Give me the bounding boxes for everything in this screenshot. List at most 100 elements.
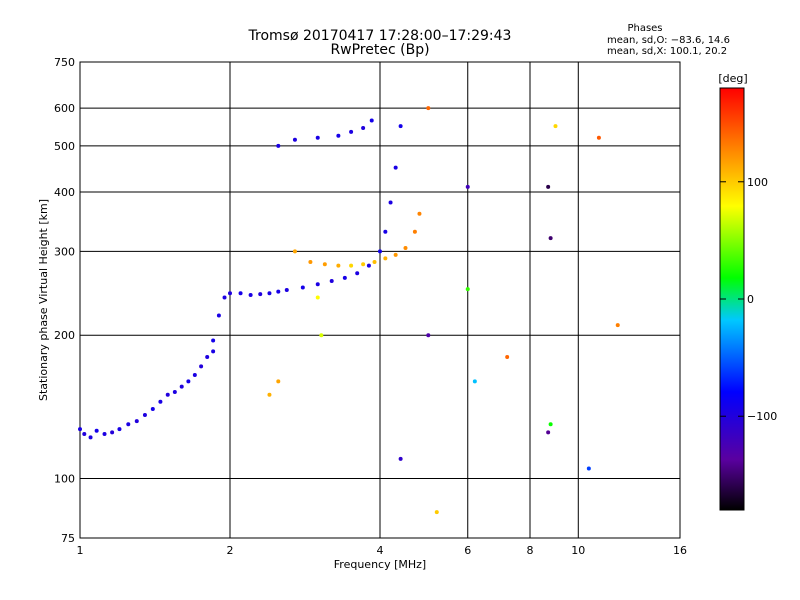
data-point xyxy=(505,355,510,360)
data-point xyxy=(329,279,334,284)
data-point xyxy=(300,285,305,290)
data-point xyxy=(179,384,184,389)
data-point xyxy=(216,313,221,318)
data-point xyxy=(315,295,320,300)
x-tick-label: 4 xyxy=(377,544,384,557)
data-point xyxy=(366,263,371,268)
data-point xyxy=(383,256,388,261)
data-point xyxy=(205,355,210,360)
data-point xyxy=(238,291,243,296)
data-point xyxy=(388,200,393,205)
data-point xyxy=(546,430,551,435)
data-point xyxy=(349,263,354,268)
data-point xyxy=(102,432,107,437)
data-point xyxy=(393,165,398,170)
data-point xyxy=(319,333,324,338)
chart-title: Tromsø 20170417 17:28:00–17:29:43 xyxy=(248,28,512,44)
data-point xyxy=(426,333,431,338)
y-tick-label: 400 xyxy=(54,186,75,199)
data-point xyxy=(150,406,155,411)
data-point xyxy=(276,143,281,148)
data-point xyxy=(378,249,382,254)
y-tick-label: 75 xyxy=(61,532,75,545)
data-point xyxy=(110,430,115,435)
y-tick-label: 500 xyxy=(54,140,75,153)
data-point xyxy=(82,432,87,437)
data-point xyxy=(308,260,313,265)
data-point xyxy=(336,133,341,138)
data-point xyxy=(315,282,320,287)
data-point xyxy=(342,275,347,280)
data-point xyxy=(172,389,177,394)
data-point xyxy=(315,135,320,140)
data-point xyxy=(403,246,408,251)
x-tick-label: 10 xyxy=(571,544,585,557)
x-tick-label: 6 xyxy=(464,544,471,557)
data-point xyxy=(134,419,139,424)
data-point xyxy=(211,349,216,354)
x-axis-label: Frequency [MHz] xyxy=(334,558,426,571)
data-point xyxy=(548,236,553,241)
colorbar-tick-label: 100 xyxy=(747,176,768,189)
x-tick-label: 8 xyxy=(527,544,534,557)
data-point xyxy=(248,292,253,297)
y-tick-label: 600 xyxy=(54,102,75,115)
y-tick-label: 100 xyxy=(54,473,75,486)
data-point xyxy=(117,427,122,432)
data-point xyxy=(426,106,431,111)
data-point xyxy=(276,289,281,294)
data-point xyxy=(553,124,558,129)
data-point xyxy=(199,364,204,369)
data-point xyxy=(465,287,470,292)
data-point xyxy=(322,262,327,267)
y-tick-label: 750 xyxy=(54,56,75,69)
colorbar-tick-label: 0 xyxy=(747,293,754,306)
x-tick-label: 16 xyxy=(673,544,687,557)
data-point xyxy=(615,323,620,328)
data-point xyxy=(126,422,131,427)
data-point xyxy=(336,263,341,268)
y-axis-label: Stationary phase Virtual Height [km] xyxy=(37,199,50,401)
data-point xyxy=(158,399,163,404)
colorbar-ticks: 100 0 −100 xyxy=(720,176,777,423)
data-point xyxy=(88,435,93,440)
data-point xyxy=(355,271,360,276)
axis-ticks: 1 2 4 6 8 10 16 75 100 200 300 400 500 600 750 xyxy=(54,56,687,557)
data-point xyxy=(142,412,147,417)
data-point xyxy=(369,118,374,123)
data-point xyxy=(398,124,403,129)
data-point xyxy=(472,379,477,384)
data-point xyxy=(211,338,216,343)
data-point xyxy=(393,252,398,257)
y-tick-label: 200 xyxy=(54,329,75,342)
data-point xyxy=(186,379,191,384)
data-point xyxy=(192,373,197,378)
data-point xyxy=(361,126,366,131)
x-tick-label: 2 xyxy=(227,544,234,557)
data-point xyxy=(398,456,403,461)
x-tick-label: 1 xyxy=(77,544,84,557)
data-point xyxy=(94,428,99,433)
data-point xyxy=(361,262,366,267)
data-point xyxy=(292,137,297,142)
data-point xyxy=(228,291,232,296)
stats-o-mode: mean, sd,O: −83.6, 14.6 xyxy=(607,35,730,46)
data-point xyxy=(372,260,377,265)
stats-x-mode: mean, sd,X: 100.1, 20.2 xyxy=(607,46,727,57)
colorbar-label: [deg] xyxy=(718,72,747,85)
data-point xyxy=(267,392,272,397)
data-point xyxy=(258,292,263,297)
chart-subtitle: RwPretec (Bp) xyxy=(330,42,429,58)
data-point xyxy=(78,427,82,432)
data-point xyxy=(546,184,551,189)
data-point xyxy=(586,466,591,471)
data-points xyxy=(78,106,620,515)
data-point xyxy=(222,295,227,300)
colorbar-tick-label: −100 xyxy=(747,410,777,423)
y-tick-label: 300 xyxy=(54,245,75,258)
data-point xyxy=(383,229,388,234)
stats-heading: Phases xyxy=(627,23,662,34)
data-point xyxy=(267,291,272,296)
data-point xyxy=(292,249,297,254)
